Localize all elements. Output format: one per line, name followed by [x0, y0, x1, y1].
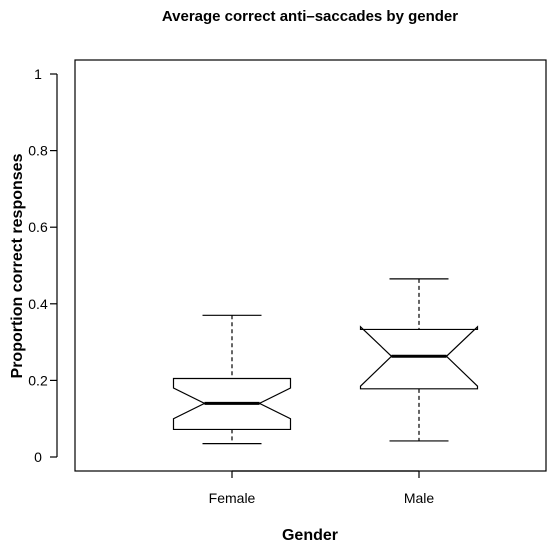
- plot-frame: [74, 59, 547, 472]
- y-tick-label: 0.6: [28, 219, 48, 235]
- boxes-group: [172, 278, 479, 445]
- notched-box: [359, 325, 479, 390]
- x-tick-label: Male: [404, 490, 435, 506]
- x-tick-label: Female: [209, 490, 256, 506]
- y-tick-label: 0.4: [28, 296, 48, 312]
- y-tick-label: 0: [34, 449, 42, 465]
- x-axis: Female Male: [209, 470, 435, 506]
- y-tick-label: 1: [34, 66, 42, 82]
- chart-title: Average correct anti–saccades by gender: [162, 8, 458, 25]
- box-male: [359, 278, 479, 442]
- y-axis: 0 0.2 0.4 0.6 0.8 1: [28, 66, 58, 465]
- x-axis-title: Gender: [282, 527, 338, 541]
- box-female: [172, 314, 292, 445]
- y-tick-label: 0.2: [28, 372, 48, 388]
- y-axis-title: Proportion correct responses: [9, 153, 26, 378]
- y-tick-label: 0.8: [28, 143, 48, 159]
